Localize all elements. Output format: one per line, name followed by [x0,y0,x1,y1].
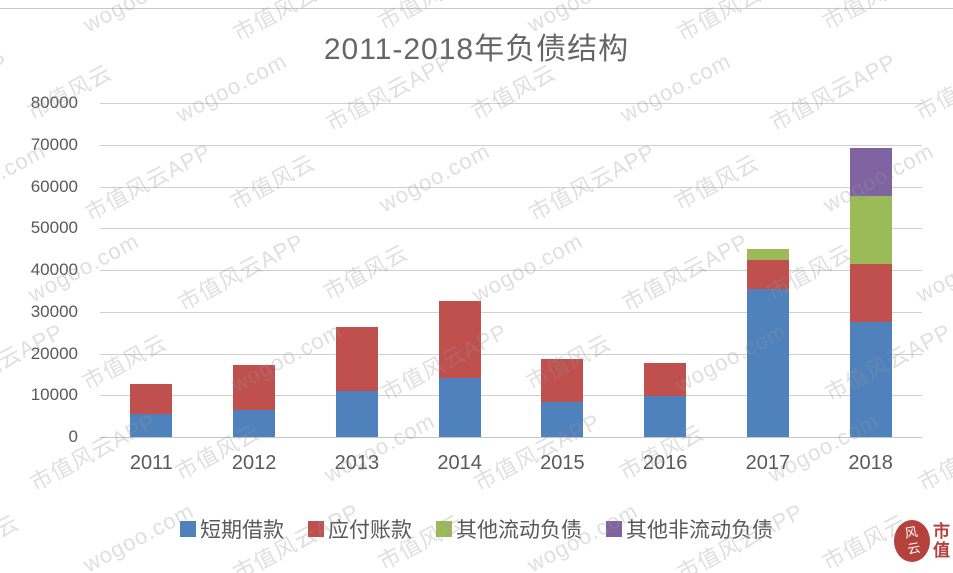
stacked-bar-2011 [130,383,173,437]
legend-label: 短期借款 [200,519,284,542]
bar-columns [100,103,922,437]
bar-column-2014 [408,103,511,437]
gridline [100,353,922,355]
legend-item-短期借款: 短期借款 [180,514,284,544]
bar-segment-应付账款 [335,327,378,392]
x-tick-label: 2015 [540,452,585,474]
legend-swatch-icon [436,521,452,537]
bar-segment-应付账款 [233,364,276,410]
x-tick-label: 2013 [334,452,380,474]
x-axis-line [100,437,922,438]
bar-segment-短期借款 [438,377,481,437]
bar-segment-应付账款 [541,358,584,402]
bar-segment-短期借款 [746,288,789,437]
x-tick-label: 2017 [745,452,791,474]
stacked-bar-2014 [438,301,481,437]
brand-seal-text: 风云 [902,524,922,557]
gridline [100,228,922,230]
stacked-bar-2017 [746,249,789,437]
stacked-bar-2015 [541,358,584,437]
bar-segment-短期借款 [335,391,378,437]
bar-column-2013 [306,103,409,437]
y-tick-label: 80000 [30,93,78,112]
bar-column-2016 [614,103,717,437]
bar-segment-短期借款 [541,401,584,437]
y-axis: 0 10000 20000 30000 40000 50000 60000 70000 8000… [0,0,88,573]
stacked-bar-2012 [233,364,276,437]
bar-segment-短期借款 [233,409,276,437]
bar-segment-应付账款 [130,383,173,415]
stacked-bar-2018 [849,148,892,437]
top-divider [0,8,953,9]
x-tick-label: 2011 [129,452,173,474]
plot-area [100,103,922,438]
x-tick-label: 2014 [437,452,482,474]
gridline [100,395,922,397]
chart-legend: 短期借款 应付账款 其他流动负债 其他非流动负债 [0,514,953,544]
gridline [100,186,922,188]
y-tick-label: 50000 [30,218,78,238]
y-tick-label: 0 [68,427,78,446]
legend-swatch-icon [606,521,622,537]
legend-label: 其他非流动负债 [626,519,773,542]
bar-column-2015 [511,103,614,437]
legend-item-应付账款: 应付账款 [308,514,412,544]
bar-column-2018 [819,103,922,437]
legend-label: 其他流动负债 [456,519,582,542]
x-tick-label: 2016 [642,452,688,474]
bar-segment-其他非流动负债 [849,148,892,196]
bar-segment-应付账款 [438,301,481,378]
bar-segment-短期借款 [130,414,173,437]
gridline [100,103,922,104]
x-axis: 2011 2012 2013 2014 2015 2016 2017 2018 [100,452,922,475]
x-tick-label: 2018 [848,452,893,474]
bar-segment-其他流动负债 [746,249,789,260]
gridline [100,270,922,271]
gridline [100,144,922,146]
legend-item-其他流动负债: 其他流动负债 [436,514,582,544]
brand-side-text: 市值 [930,522,949,560]
y-tick-label: 30000 [30,301,78,321]
bar-segment-短期借款 [849,322,892,437]
chart-title: 2011-2018年负债结构 [323,33,630,66]
bar-column-2017 [717,103,820,437]
brand-logo: 风云 市值 [894,513,949,569]
y-tick-label: 40000 [30,260,78,279]
y-tick-label: 70000 [30,134,78,154]
bar-segment-短期借款 [644,396,687,437]
bar-segment-应付账款 [746,259,789,289]
stacked-bar-2016 [644,363,687,437]
bar-column-2012 [203,103,306,437]
y-tick-label: 60000 [30,176,78,196]
x-tick-label: 2012 [231,452,277,474]
legend-swatch-icon [308,521,324,537]
y-tick-label: 10000 [30,385,78,405]
legend-item-其他非流动负债: 其他非流动负债 [606,514,773,544]
brand-seal-icon: 风云 [894,520,930,562]
legend-label: 应付账款 [328,519,412,542]
bar-segment-应付账款 [849,263,892,323]
y-tick-label: 20000 [30,343,78,363]
bar-segment-其他流动负债 [849,195,892,264]
stacked-bar-2013 [335,327,378,437]
gridline [100,311,922,313]
bar-column-2011 [100,103,203,437]
legend-swatch-icon [180,521,196,537]
bar-segment-应付账款 [644,363,687,397]
